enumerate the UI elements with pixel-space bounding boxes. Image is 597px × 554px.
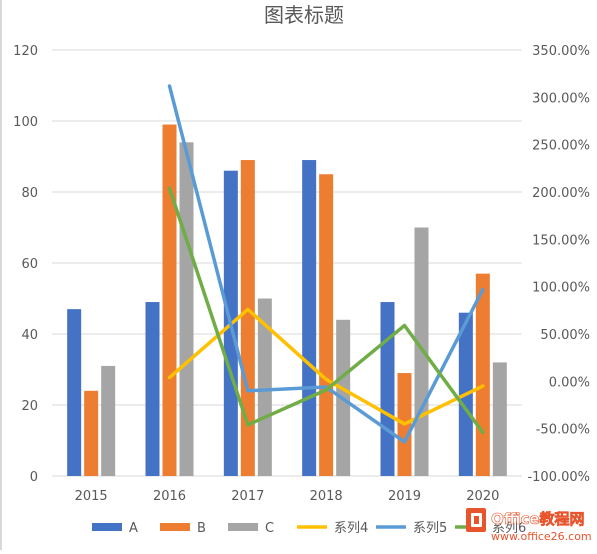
right-tick-label: 100.00% bbox=[532, 281, 590, 296]
left-axis: 0 20 40 60 80 100 120 bbox=[13, 44, 38, 485]
bar-B bbox=[475, 273, 490, 476]
left-tick-label: 0 bbox=[30, 470, 38, 485]
right-tick-label: 150.00% bbox=[532, 233, 590, 248]
right-tick-label: 250.00% bbox=[532, 139, 590, 154]
bar-A bbox=[67, 309, 82, 476]
bar-C bbox=[101, 365, 116, 476]
right-tick-label: 300.00% bbox=[532, 91, 590, 106]
bar-A bbox=[302, 160, 317, 477]
x-tick-label: 2019 bbox=[388, 489, 421, 504]
right-tick-label: 50.00% bbox=[540, 328, 590, 343]
office-logo-icon bbox=[466, 508, 486, 532]
x-tick-label: 2018 bbox=[310, 489, 343, 504]
right-tick-label: 0.00% bbox=[549, 375, 590, 390]
right-axis: -100.00% -50.00% 0.00% 50.00% 100.00% 150.00%… bbox=[527, 44, 590, 485]
gridlines bbox=[52, 49, 522, 477]
left-tick-label: 20 bbox=[21, 399, 38, 414]
bar-B bbox=[84, 390, 99, 476]
legend-swatch-C bbox=[228, 523, 258, 531]
line-系列5 bbox=[167, 84, 485, 444]
bar-B bbox=[319, 174, 334, 476]
bar-A bbox=[145, 302, 160, 476]
bar-series bbox=[67, 124, 507, 477]
bar-C bbox=[179, 142, 194, 477]
right-tick-label: -100.00% bbox=[527, 470, 590, 485]
bar-B bbox=[240, 160, 255, 477]
line-series bbox=[167, 84, 485, 444]
bar-C bbox=[257, 298, 272, 476]
left-tick-label: 120 bbox=[13, 44, 38, 59]
legend-label-B: B bbox=[197, 521, 206, 536]
line-系列4 bbox=[167, 307, 485, 426]
right-tick-label: 350.00% bbox=[532, 44, 590, 59]
left-tick-label: 100 bbox=[13, 115, 38, 130]
sheet-edge bbox=[0, 0, 2, 550]
bar-C bbox=[492, 362, 507, 476]
legend-label-C: C bbox=[265, 521, 274, 536]
bar-C bbox=[414, 227, 429, 476]
legend-swatch-B bbox=[160, 523, 190, 531]
watermark-url: www.office26.com bbox=[491, 530, 592, 543]
left-tick-label: 80 bbox=[21, 186, 38, 201]
x-tick-label: 2016 bbox=[153, 489, 186, 504]
line-系列6 bbox=[167, 186, 485, 435]
right-tick-label: 200.00% bbox=[532, 186, 590, 201]
bar-A bbox=[380, 302, 395, 476]
watermark: Office教程网 www.office26.com bbox=[466, 508, 592, 543]
x-tick-label: 2015 bbox=[75, 489, 108, 504]
right-tick-label: -50.00% bbox=[536, 423, 590, 438]
x-tick-label: 2020 bbox=[466, 489, 499, 504]
legend-label-A: A bbox=[129, 521, 138, 536]
chart-title: 图表标题 bbox=[264, 3, 344, 27]
legend-label-系列5: 系列5 bbox=[413, 521, 447, 536]
left-tick-label: 60 bbox=[21, 257, 38, 272]
x-axis: 2015 2016 2017 2018 2019 2020 bbox=[75, 489, 500, 504]
bar-B bbox=[162, 124, 177, 477]
left-tick-label: 40 bbox=[21, 328, 38, 343]
legend-swatch-A bbox=[92, 523, 122, 531]
watermark-brand: Office教程网 bbox=[491, 510, 585, 528]
legend-label-系列4: 系列4 bbox=[334, 521, 368, 536]
legend: A B C 系列4 系列5 系列6 bbox=[92, 521, 526, 536]
x-tick-label: 2017 bbox=[231, 489, 264, 504]
legend-label-系列6: 系列6 bbox=[492, 521, 526, 536]
